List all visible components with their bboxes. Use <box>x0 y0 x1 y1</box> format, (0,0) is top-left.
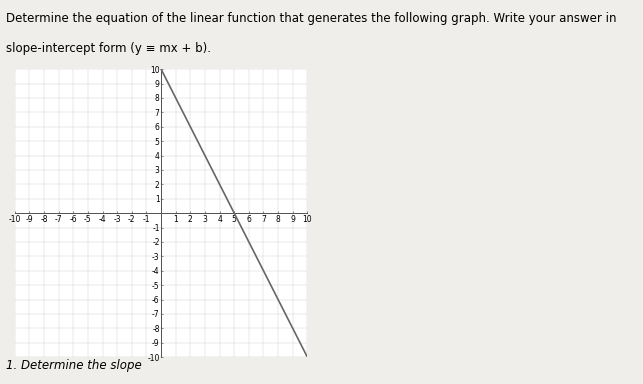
Text: Determine the equation of the linear function that generates the following graph: Determine the equation of the linear fun… <box>6 12 617 25</box>
Text: slope-intercept form (y ≡ mx + b).: slope-intercept form (y ≡ mx + b). <box>6 42 212 55</box>
Text: 1. Determine the slope: 1. Determine the slope <box>6 359 142 372</box>
